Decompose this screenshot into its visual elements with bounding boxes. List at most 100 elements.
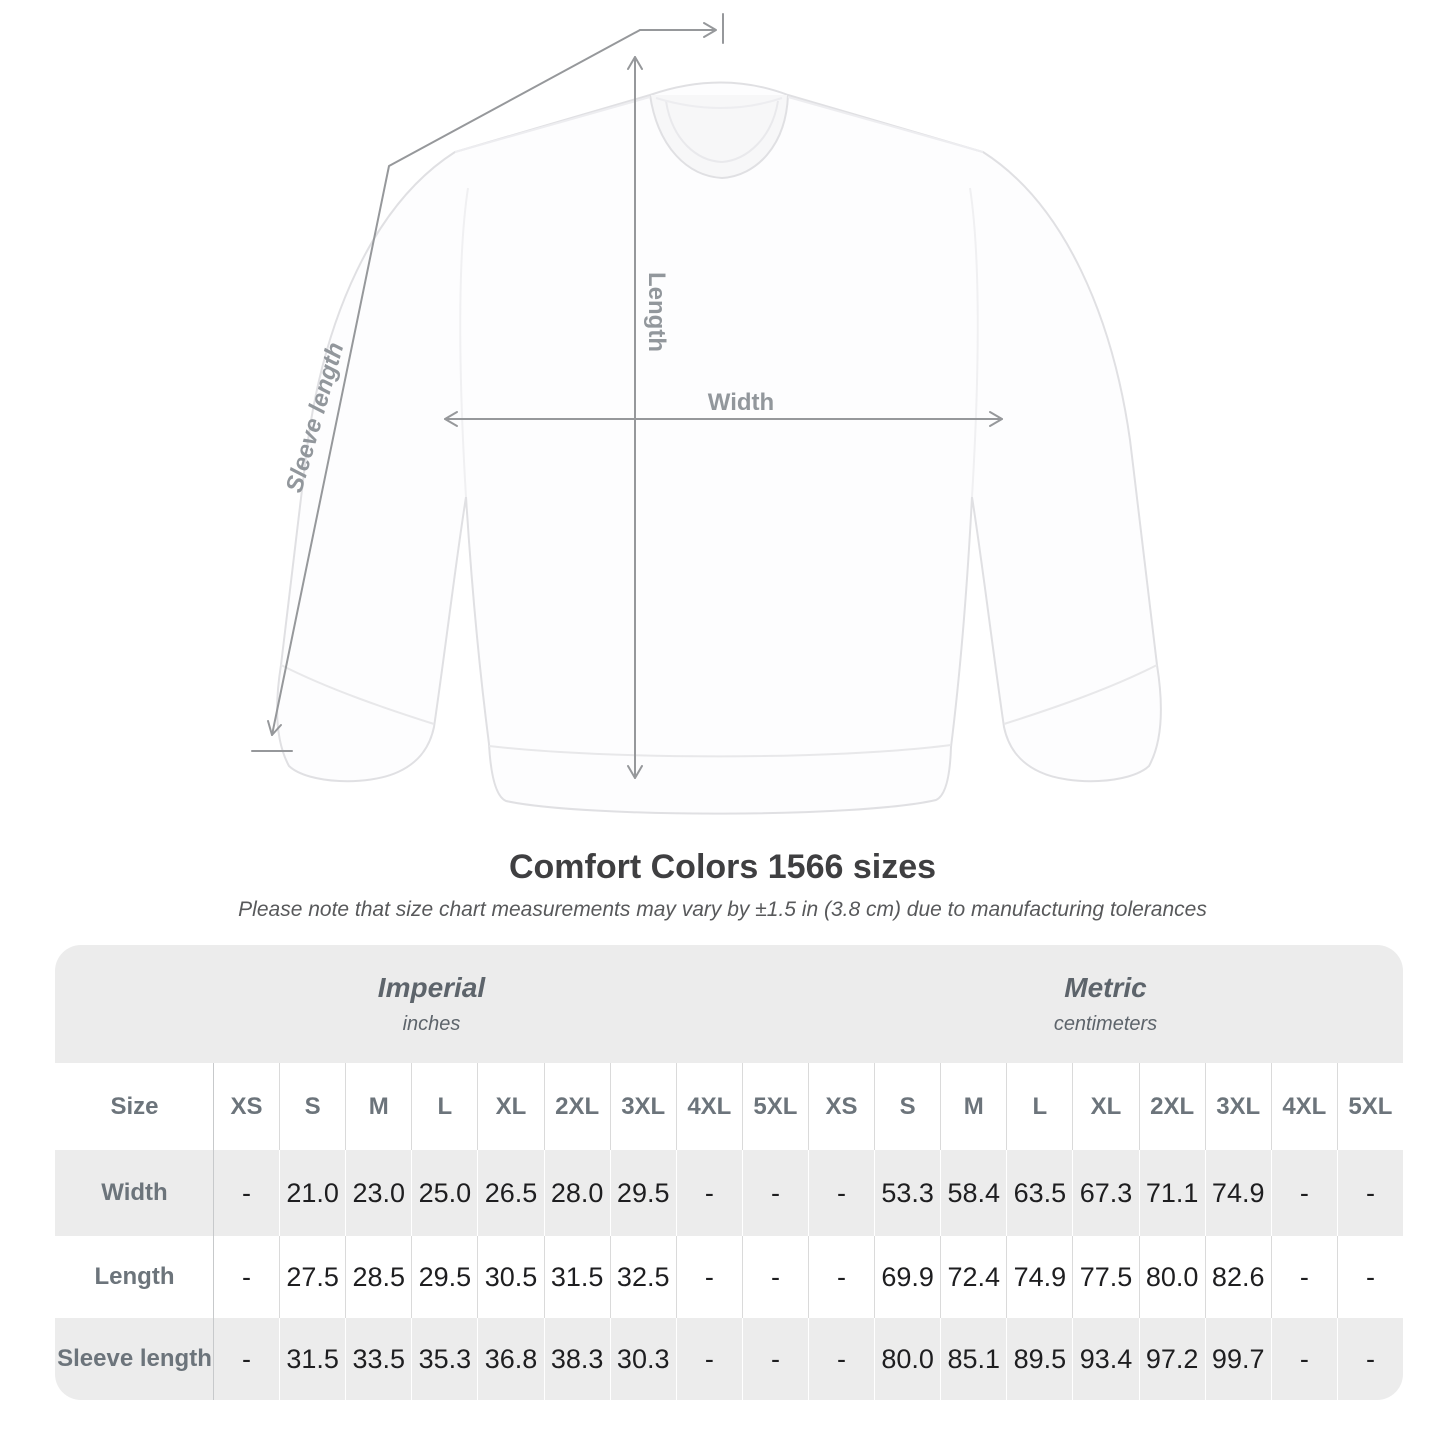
metric-label: Metric	[1064, 972, 1147, 1003]
table-cell: -	[675, 1318, 742, 1400]
table-cell: -	[213, 1236, 279, 1318]
length-top-arrowhead	[627, 56, 643, 70]
row-label: Sleeve length	[57, 1345, 212, 1372]
table-cell: -	[675, 1150, 742, 1236]
collar-neckline	[649, 94, 789, 180]
table-cell: -	[1336, 1318, 1403, 1400]
table-cell: 30.3	[609, 1318, 676, 1400]
table-cell: 67.3	[1072, 1150, 1138, 1236]
size-col-imperial: 4XL	[675, 1063, 742, 1150]
table-cell: 28.0	[543, 1150, 610, 1236]
table-row-length: Length - 27.5 28.5 29.5 30.5 31.5 32.5 -…	[55, 1236, 1403, 1318]
table-cell: 99.7	[1204, 1318, 1271, 1400]
metric-header: Metric centimeters	[808, 945, 1403, 1063]
width-right-arrowhead	[989, 411, 1003, 427]
table-cell: -	[741, 1150, 808, 1236]
table-cell: 71.1	[1138, 1150, 1205, 1236]
size-column-title: Size	[110, 1092, 159, 1120]
size-col-imperial: M	[345, 1063, 411, 1150]
sleeve-measure-line	[271, 29, 641, 736]
table-cell: 72.4	[940, 1236, 1006, 1318]
table-cell: 38.3	[543, 1318, 610, 1400]
size-col-metric: M	[940, 1063, 1006, 1150]
table-cell: 29.5	[411, 1236, 477, 1318]
table-cell: 53.3	[874, 1150, 940, 1236]
table-cell: -	[675, 1236, 742, 1318]
row-label: Width	[101, 1179, 168, 1206]
table-cell: 31.5	[279, 1318, 345, 1400]
size-col-imperial: XS	[213, 1063, 279, 1150]
table-cell: -	[213, 1318, 279, 1400]
table-cell: 36.8	[477, 1318, 543, 1400]
sleeve-lead-arrowhead	[703, 22, 717, 38]
table-cell: -	[1336, 1150, 1403, 1236]
collar-back-seam	[655, 97, 783, 109]
table-cell: -	[741, 1318, 808, 1400]
table-cell: 93.4	[1072, 1318, 1138, 1400]
table-cell: 97.2	[1138, 1318, 1205, 1400]
cuff-seam-right	[1003, 664, 1158, 725]
size-chart-table: Imperial inches Metric centimeters Size …	[55, 945, 1403, 1400]
table-cell: -	[741, 1236, 808, 1318]
table-cell: 80.0	[874, 1318, 940, 1400]
size-col-metric: XS	[808, 1063, 874, 1150]
table-cell: 31.5	[543, 1236, 610, 1318]
table-cell: 21.0	[279, 1150, 345, 1236]
table-cell: -	[1270, 1236, 1337, 1318]
table-cell: 58.4	[940, 1150, 1006, 1236]
table-cell: -	[1336, 1236, 1403, 1318]
table-cell: 33.5	[345, 1318, 411, 1400]
size-col-imperial: 3XL	[609, 1063, 676, 1150]
table-row-width: Width - 21.0 23.0 25.0 26.5 28.0 29.5 - …	[55, 1150, 1403, 1236]
width-label: Width	[707, 389, 775, 416]
table-cell: 77.5	[1072, 1236, 1138, 1318]
imperial-label: Imperial	[377, 972, 486, 1003]
table-cell: 80.0	[1138, 1236, 1205, 1318]
sweatshirt-illustration	[251, 13, 1162, 815]
shoulder-seam-left	[454, 96, 651, 153]
garment-body	[276, 81, 1162, 815]
sleeve-seam-left	[459, 187, 469, 498]
table-cell: 23.0	[345, 1150, 411, 1236]
unit-header-band: Imperial inches Metric centimeters	[55, 945, 1403, 1063]
size-header-row: Size XS S M L XL 2XL 3XL 4XL 5XL XS S M …	[55, 1063, 1403, 1150]
table-cell: -	[213, 1150, 279, 1236]
table-cell: 32.5	[609, 1236, 676, 1318]
sleeve-end-arrowhead	[267, 720, 282, 736]
table-cell: 30.5	[477, 1236, 543, 1318]
cuff-seam-left	[280, 664, 435, 725]
size-col-metric: 3XL	[1204, 1063, 1271, 1150]
length-bottom-arrowhead	[627, 765, 643, 779]
width-left-arrowhead	[444, 411, 458, 427]
table-cell: 74.9	[1006, 1236, 1072, 1318]
table-cell: 74.9	[1204, 1150, 1271, 1236]
table-cell: 63.5	[1006, 1150, 1072, 1236]
table-cell: 28.5	[345, 1236, 411, 1318]
size-col-metric: 5XL	[1336, 1063, 1403, 1150]
size-col-imperial: S	[279, 1063, 345, 1150]
table-row-sleeve-length: Sleeve length - 31.5 33.5 35.3 36.8 38.3…	[55, 1318, 1403, 1400]
table-cell: -	[808, 1318, 874, 1400]
size-col-imperial: L	[411, 1063, 477, 1150]
table-cell: -	[808, 1150, 874, 1236]
size-col-metric: L	[1006, 1063, 1072, 1150]
table-cell: 29.5	[609, 1150, 676, 1236]
hem-seam	[488, 744, 952, 758]
metric-unit: centimeters	[1053, 1013, 1158, 1035]
imperial-header: Imperial inches	[55, 945, 808, 1063]
table-cell: 26.5	[477, 1150, 543, 1236]
table-cell: 25.0	[411, 1150, 477, 1236]
size-col-metric: 4XL	[1270, 1063, 1337, 1150]
table-cell: 69.9	[874, 1236, 940, 1318]
size-col-imperial: 5XL	[741, 1063, 808, 1150]
page-title: Comfort Colors 1566 sizes	[508, 848, 937, 886]
table-cell: 85.1	[940, 1318, 1006, 1400]
size-col-metric: S	[874, 1063, 940, 1150]
table-cell: 89.5	[1006, 1318, 1072, 1400]
table-cell: -	[1270, 1318, 1337, 1400]
sleeve-seam-right	[969, 187, 979, 498]
table-cell: 27.5	[279, 1236, 345, 1318]
tolerance-note: Please note that size chart measurements…	[238, 898, 1207, 921]
collar-rib-inner	[665, 100, 779, 164]
